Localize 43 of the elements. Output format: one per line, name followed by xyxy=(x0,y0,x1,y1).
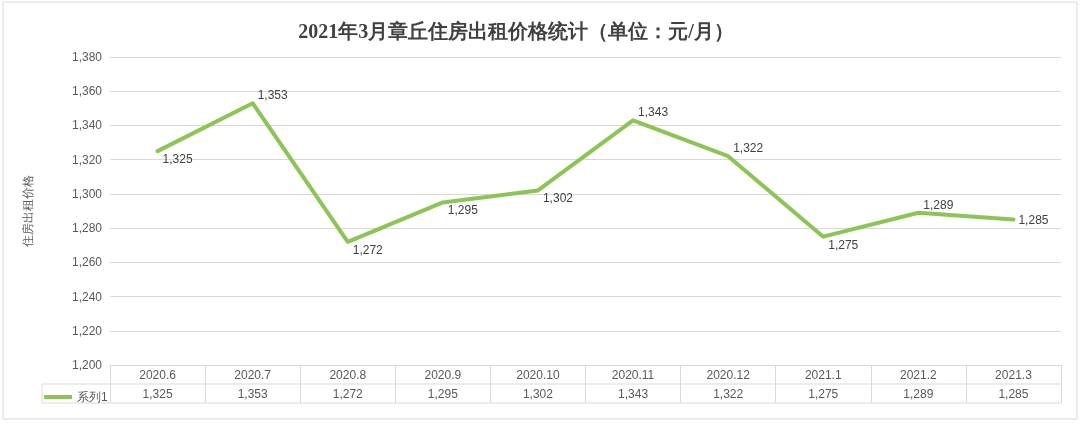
chart-title: 2021年3月章丘住房出租价格统计（单位：元/月） xyxy=(298,20,734,42)
x-tick-label: 2020.10 xyxy=(516,368,560,382)
legend-label: 系列1 xyxy=(77,390,108,404)
text: 1,302 xyxy=(542,191,573,206)
text: 1,272 xyxy=(352,242,383,257)
x-tick-label: 2020.11 xyxy=(611,368,655,382)
x-tick-label: 2020.8 xyxy=(329,368,367,382)
y-tick-label: 1,280 xyxy=(71,221,103,236)
y-tick-label: 1,240 xyxy=(71,289,103,304)
y-axis-title: 住房出租价格 xyxy=(21,175,35,248)
y-tick-label: 1,320 xyxy=(71,152,103,167)
text: 1,275 xyxy=(828,237,859,252)
x-tick-label: 2020.7 xyxy=(234,368,272,382)
y-tick-label: 1,340 xyxy=(71,118,103,133)
y-tick-label: 1,300 xyxy=(71,186,103,201)
text: 1,285 xyxy=(1018,212,1049,227)
y-tick-label: 1,200 xyxy=(71,358,103,372)
data-label: 1,302 xyxy=(522,386,554,401)
y-tick-label: 1,380 xyxy=(71,50,103,64)
x-tick-label: 2020.12 xyxy=(706,368,751,382)
x-tick-label: 2021.1 xyxy=(804,368,842,382)
data-label: 1,285 xyxy=(998,386,1029,401)
text: 1,322 xyxy=(733,141,764,156)
text: 1,353 xyxy=(257,88,288,103)
y-tick-label: 1,260 xyxy=(71,255,103,270)
text: 1,295 xyxy=(447,203,478,218)
x-tick-label: 2020.9 xyxy=(424,368,462,382)
data-label: 1,343 xyxy=(618,386,649,401)
text: 1,325 xyxy=(162,152,193,167)
data-label: 1,275 xyxy=(808,386,839,401)
x-tick-label: 2020.6 xyxy=(139,368,177,382)
text: 1,343 xyxy=(638,105,669,120)
text: 1,289 xyxy=(923,197,954,212)
data-label: 1,272 xyxy=(332,386,364,401)
x-tick-label: 2021.2 xyxy=(900,368,938,382)
x-tick-label: 2021.3 xyxy=(995,368,1033,382)
y-tick-label: 1,360 xyxy=(71,84,103,99)
data-label: 1,322 xyxy=(713,386,744,401)
data-label: 1,325 xyxy=(142,386,173,401)
y-tick-label: 1,220 xyxy=(71,323,103,338)
data-label: 1,289 xyxy=(903,386,934,401)
data-label: 1,295 xyxy=(427,386,459,401)
data-label: 1,353 xyxy=(237,386,268,401)
